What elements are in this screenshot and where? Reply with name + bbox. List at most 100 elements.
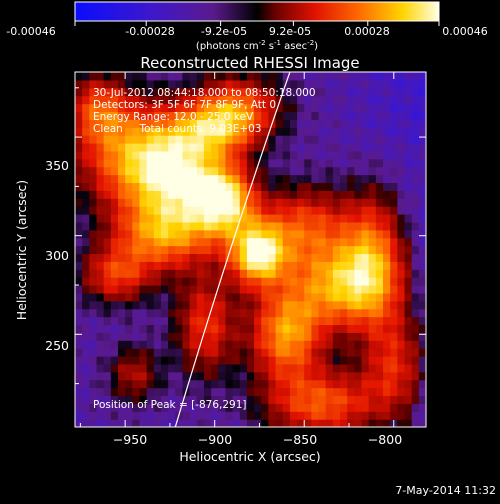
- heatmap-cell: [203, 371, 212, 381]
- heatmap-cell: [254, 269, 262, 278]
- heatmap-cell: [354, 198, 363, 207]
- heatmap-cell: [340, 166, 348, 176]
- heatmap-cell: [132, 387, 141, 397]
- heatmap-cell: [168, 206, 176, 215]
- heatmap-cell: [146, 150, 155, 160]
- heatmap-cell: [375, 348, 384, 357]
- colorbar-tick-label: -9.2e-05: [201, 25, 247, 38]
- heatmap-cell: [211, 150, 219, 160]
- heatmap-cell: [175, 135, 184, 144]
- heatmap-cell: [361, 300, 370, 310]
- heatmap-cell: [246, 419, 255, 427]
- heatmap-cell: [89, 379, 98, 389]
- heatmap-cell: [268, 356, 277, 365]
- heatmap-cell: [383, 221, 391, 231]
- heatmap-cell: [196, 119, 205, 128]
- heatmap-cell: [397, 229, 406, 239]
- heatmap-cell: [96, 411, 105, 420]
- heatmap-cell: [340, 174, 348, 184]
- heatmap-cell: [89, 150, 98, 160]
- heatmap-cell: [82, 387, 90, 397]
- heatmap-cell: [297, 292, 305, 302]
- heatmap-cell: [390, 245, 398, 255]
- heatmap-cell: [254, 119, 262, 128]
- heatmap-cell: [297, 103, 305, 113]
- heatmap-cell: [168, 300, 176, 310]
- heatmap-cell: [103, 300, 112, 310]
- heatmap-cell: [318, 198, 327, 207]
- heatmap-cell: [232, 277, 241, 286]
- heatmap-cell: [304, 166, 312, 176]
- heatmap-cell: [332, 332, 341, 341]
- heatmap-cell: [311, 221, 320, 231]
- heatmap-cell: [182, 253, 191, 262]
- heatmap-cell: [261, 150, 269, 160]
- heatmap-cell: [325, 324, 334, 333]
- heatmap-cell: [139, 79, 148, 89]
- heatmap-cell: [103, 371, 112, 381]
- heatmap-cell: [246, 285, 255, 294]
- heatmap-cell: [232, 379, 241, 389]
- heatmap-cell: [261, 253, 269, 262]
- heatmap-cell: [160, 143, 169, 152]
- heatmap-cell: [282, 79, 291, 89]
- heatmap-cell: [203, 411, 212, 420]
- heatmap-cell: [246, 387, 255, 397]
- heatmap-cell: [96, 166, 105, 176]
- heatmap-cell: [275, 143, 284, 152]
- heatmap-cell: [390, 340, 398, 349]
- heatmap-cell: [139, 198, 148, 207]
- heatmap-cell: [411, 261, 420, 270]
- heatmap-cell: [75, 174, 83, 184]
- heatmap-cell: [103, 269, 112, 278]
- heatmap-cell: [304, 158, 312, 168]
- heatmap-cell: [332, 292, 341, 302]
- heatmap-cell: [361, 182, 370, 191]
- heatmap-cell: [189, 150, 198, 160]
- heatmap-cell: [203, 135, 212, 144]
- heatmap-cell: [318, 166, 327, 176]
- heatmap-cell: [225, 371, 234, 381]
- heatmap-cell: [139, 72, 148, 81]
- heatmap-cell: [203, 348, 212, 357]
- heatmap-cell: [75, 253, 83, 262]
- heatmap-cell: [75, 103, 83, 113]
- heatmap-cell: [246, 348, 255, 357]
- heatmap-cell: [268, 174, 277, 184]
- heatmap-cell: [211, 340, 219, 349]
- heatmap-cell: [189, 72, 198, 81]
- heatmap-cell: [418, 206, 426, 215]
- heatmap-cell: [175, 221, 184, 231]
- heatmap-cell: [304, 190, 312, 199]
- heatmap-cell: [82, 174, 90, 184]
- heatmap-cell: [304, 72, 312, 81]
- heatmap-cell: [383, 182, 391, 191]
- heatmap-cell: [196, 87, 205, 97]
- heatmap-cell: [146, 127, 155, 136]
- heatmap-cell: [239, 403, 248, 412]
- heatmap-cell: [239, 411, 248, 420]
- heatmap-cell: [397, 79, 406, 89]
- heatmap-cell: [332, 206, 341, 215]
- heatmap-cell: [103, 221, 112, 231]
- heatmap-cell: [211, 119, 219, 128]
- heatmap-cell: [340, 127, 348, 136]
- heatmap-cell: [375, 237, 384, 247]
- heatmap-cell: [211, 395, 219, 404]
- heatmap-cell: [261, 119, 269, 128]
- heatmap-cell: [340, 198, 348, 207]
- heatmap-cell: [397, 340, 406, 349]
- heatmap-cell: [246, 332, 255, 341]
- heatmap-cell: [125, 221, 133, 231]
- heatmap-cell: [297, 127, 305, 136]
- heatmap-cell: [368, 395, 377, 404]
- heatmap-cell: [153, 143, 162, 152]
- heatmap-cell: [246, 292, 255, 302]
- heatmap-cell: [189, 277, 198, 286]
- heatmap-cell: [347, 237, 355, 247]
- heatmap-cell: [375, 332, 384, 341]
- heatmap-cell: [418, 363, 426, 373]
- heatmap-cell: [182, 182, 191, 191]
- heatmap-cell: [132, 348, 141, 357]
- heatmap-cell: [89, 143, 98, 152]
